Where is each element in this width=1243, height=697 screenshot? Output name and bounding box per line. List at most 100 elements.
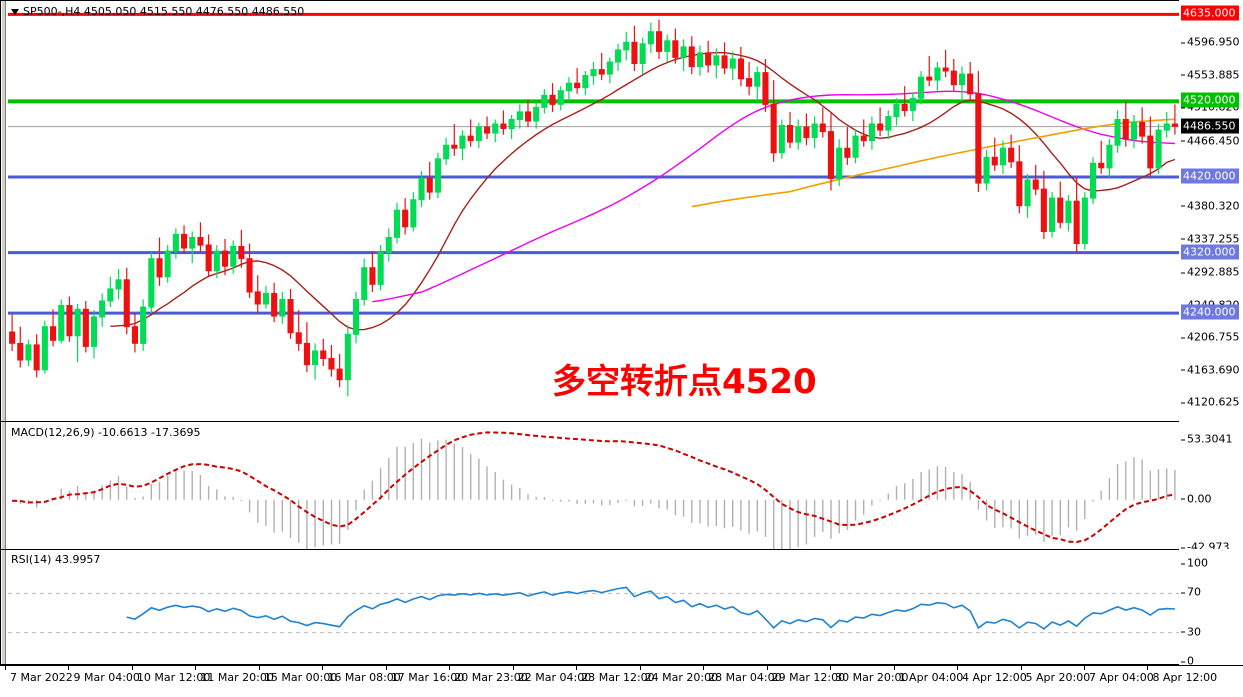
candle-body [565,82,573,92]
candle-body [901,103,908,112]
candle-body [426,178,433,193]
candle-body [1130,122,1138,140]
candle-body [762,72,769,105]
candle-body [131,326,138,344]
time-tick: 23 Mar 12:00 [576,665,655,684]
chart-annotation-text: 多空转折点4520 [552,362,817,402]
rsi-tick: 100 [1181,556,1208,570]
candle-body [1016,161,1023,207]
rsi-tick: 30 [1181,625,1201,639]
macd-signal-line [12,431,1176,544]
candle-body [238,246,245,260]
time-tick: 7 Mar 2022 [5,665,73,684]
macd-tick: 53.3041 [1181,432,1233,446]
candle-body [918,76,925,99]
candle-body [754,72,761,87]
candle-body [336,368,343,381]
symbol-header[interactable]: SP500-,H4 4505.050 4515.550 4476.550 448… [11,5,304,18]
time-tick: 4 Apr 12:00 [957,665,1027,684]
candle-body [254,291,261,305]
candle-body [9,331,16,344]
time-tick: 11 Mar 20:00 [195,665,274,684]
candle-body [803,126,810,139]
candle-body [836,147,843,179]
candle-body [1139,122,1146,137]
candle-body [533,106,540,122]
triangle-down-icon[interactable] [11,9,19,15]
time-axis-border [0,665,1243,666]
candle-body [459,135,466,149]
time-tick: 10 Mar 12:00 [131,665,211,684]
candle-body [172,233,179,252]
candle-body [688,46,695,68]
price-chart-panel[interactable]: SP500-,H4 4505.050 4515.550 4476.550 448… [0,0,1243,422]
time-tick: 30 Mar 20:00 [830,665,909,684]
candle-body [737,58,745,80]
candle-body [246,258,253,293]
price-tag-4240-000: 4240.000 [1181,304,1239,320]
price-tag-4520-000: 4520.000 [1181,92,1239,108]
candle-body [443,144,450,160]
candle-body [525,111,532,122]
candle-body [787,125,794,143]
candle-body [353,299,360,335]
candle-body [664,40,671,52]
candle-body [721,55,728,69]
candle-body [197,237,204,246]
candle-body [385,237,392,254]
price-tick: 4380.320 [1181,199,1240,213]
candle-body [33,344,40,371]
candle-body [1081,197,1088,245]
candle-body [959,73,966,86]
time-tick: 8 Apr 12:00 [1147,665,1218,684]
price-tick: 4553.885 [1181,68,1240,82]
candle-body [434,158,441,193]
candle-body [303,342,310,366]
rsi-axis: 100 70 30 0 [1179,549,1243,668]
candle-body [729,58,736,69]
candle-body [975,93,982,184]
price-axis[interactable]: 4596.9504553.8854510.8204466.4504380.320… [1179,0,1243,422]
price-tick: 4292.885 [1181,265,1240,279]
symbol-header-text: SP500-,H4 4505.050 4515.550 4476.550 448… [23,5,305,18]
candle-body [361,267,368,301]
candle-body [500,123,507,129]
rsi-label: RSI(14) 43.9957 [11,553,101,566]
candle-body [1171,123,1179,127]
candle-body [1114,119,1121,146]
macd-plot-area[interactable] [1,422,1242,549]
time-tick: 22 Mar 04:00 [512,665,592,684]
candle-body [82,308,89,347]
candle-body [99,300,106,318]
price-tick: 4120.625 [1181,395,1240,409]
candle-body [107,288,114,302]
candle-body [451,144,458,149]
candle-body [615,49,622,63]
candle-body [868,123,876,142]
candle-body [402,209,409,228]
candle-body [230,246,237,267]
candle-body [680,46,687,59]
macd-axis: 53.3041 0.00 -42.973 [1179,421,1243,554]
candle-body [656,31,663,52]
candle-body [623,41,630,51]
price-plot-area[interactable] [1,1,1242,421]
macd-panel[interactable]: MACD(12,26,9) -10.6613 -17.3695 [0,421,1243,550]
candle-body [50,326,57,341]
candle-body [1024,179,1031,207]
candle-body [606,61,613,75]
price-panel-rail [1,1,6,421]
time-axis[interactable]: 7 Mar 2022 9 Mar 04:00 10 Mar 12:00 11 Mar … [0,665,1243,697]
candle-body [1049,197,1056,232]
time-tick: 9 Mar 04:00 [68,665,140,684]
rsi-panel[interactable]: RSI(14) 43.9957 [0,549,1243,665]
candle-body [549,94,556,105]
candle-body [852,135,859,158]
candle-body [295,332,302,344]
rsi-plot-area[interactable] [1,550,1242,664]
candle-body [827,131,835,180]
candle-body [557,90,564,105]
candle-body [967,73,974,95]
candle-body [262,292,269,305]
candle-body [475,126,482,142]
